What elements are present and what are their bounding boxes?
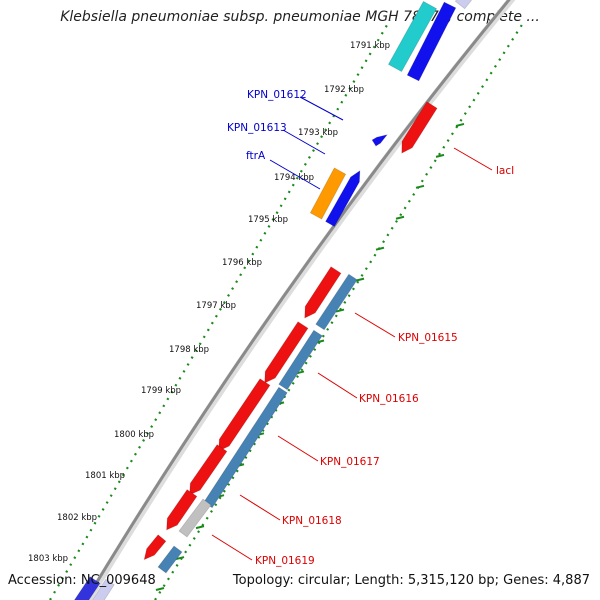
right-scale-tick [455,122,465,127]
right-scale-tick [395,215,405,220]
gene-ftrA[interactable] [325,170,361,228]
genome-backbone [84,0,511,600]
gene-label[interactable]: KPN_01618 [282,515,342,527]
gene-label[interactable]: ftrA [246,150,266,162]
right-scale-tick [175,556,185,561]
gene-label[interactable]: KPN_01616 [359,393,419,405]
kbp-tick-label: 1796 kbp [222,258,262,268]
right-scale-tick [195,525,205,530]
gene-label-leader-line [282,129,326,155]
kbp-tick-label: 1800 kbp [114,430,154,440]
gene-label[interactable]: KPN_01615 [398,332,458,344]
gene-kpn-01615[interactable] [315,273,358,331]
gene-label-leader-line [317,372,358,399]
right-scale-tick [415,184,425,189]
gene-label[interactable]: KPN_01612 [247,89,307,101]
gene-kpn-01618[interactable] [178,498,212,538]
gene-blue-block-bottom[interactable] [70,576,101,600]
gene-lacI[interactable] [401,101,438,154]
kbp-tick-label: 1798 kbp [169,345,209,355]
kbp-tick-label: 1792 kbp [324,85,364,95]
gene-label[interactable]: KPN_01617 [320,456,380,468]
gene-blue-block-top[interactable] [406,1,457,82]
gene-label-leader-line [453,147,493,171]
kbp-tick-label: 1797 kbp [196,301,236,311]
kbp-tick-label: 1801 kbp [85,471,125,481]
kbp-tick-label: 1794 kbp [274,173,314,183]
gene-kpn-01612[interactable] [309,167,347,220]
kbp-tick-label: 1793 kbp [298,128,338,138]
right-scale-tick [435,153,445,158]
gene-label-leader-line [269,159,321,190]
accession-text: Accession: NC_009648 [8,573,156,588]
gene-cyan-block[interactable] [387,0,438,73]
right-scale-tick [155,587,165,591]
kbp-tick-label: 1803 kbp [28,554,68,564]
backbone-halo [83,0,516,600]
kbp-tick-label: 1791 kbp [350,41,390,51]
right-scale-tick [335,308,345,313]
right-scale-tick [375,246,385,251]
gene-label-leader-line [211,534,253,561]
gene-kpn-01616[interactable] [278,329,323,391]
right-scale-tick [355,277,365,282]
gene-label-leader-line [299,96,344,121]
gene-label-leader-line [354,312,396,338]
left-scale-dotted-line [49,19,391,600]
topology-text: Topology: circular; Length: 5,315,120 bp… [232,573,590,588]
gene-lavender-block-bottom[interactable] [88,578,115,600]
gene-label-leader-line [277,435,319,462]
gene-kpn-01619[interactable] [157,545,183,574]
gene-label[interactable]: KPN_01619 [255,555,315,567]
gene-lavender-block[interactable] [454,0,484,10]
gene-red-1[interactable] [304,266,342,319]
gene-label[interactable]: lacI [496,165,514,177]
gene-kpn-01613[interactable] [371,134,389,147]
gene-red-6[interactable] [143,534,167,561]
gene-label[interactable]: KPN_01613 [227,122,287,134]
kbp-tick-label: 1799 kbp [141,386,181,396]
kbp-tick-label: 1802 kbp [57,513,97,523]
kbp-tick-label: 1795 kbp [248,215,288,225]
gene-red-2[interactable] [264,321,309,384]
gene-label-leader-line [239,494,281,521]
gene-red-5[interactable] [166,489,198,531]
